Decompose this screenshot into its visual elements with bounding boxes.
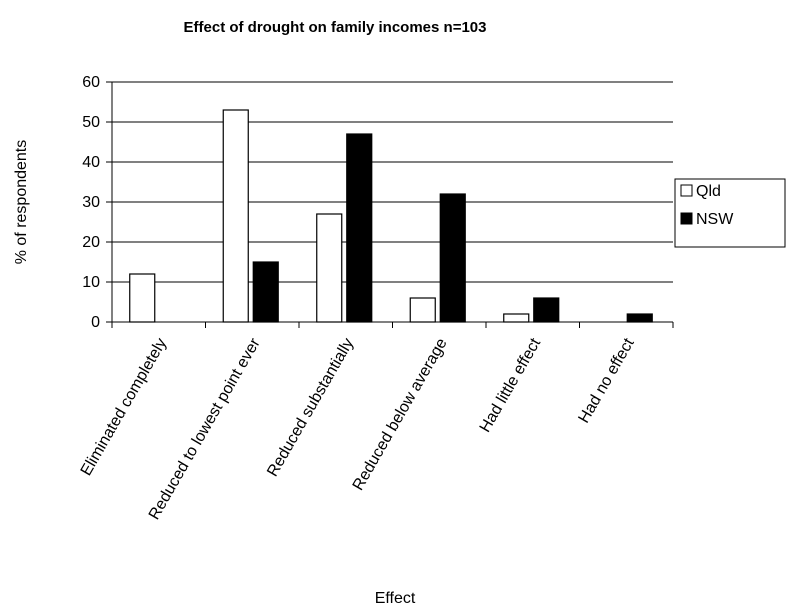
y-tick-label: 60 [82, 74, 100, 91]
y-tick-labels: 0 10 20 30 40 50 60 [82, 74, 100, 331]
bar-nsw-1 [252, 261, 279, 323]
y-tick-label: 0 [91, 314, 100, 331]
x-tick-label: Eliminated completely [78, 336, 171, 479]
legend-label-qld: Qld [696, 183, 721, 200]
x-tick-label: Reduced below average [350, 335, 451, 493]
legend-label-nsw: NSW [696, 211, 734, 228]
bar-nsw-5 [626, 313, 653, 323]
bar-qld-2 [316, 213, 343, 323]
bar-nsw-3 [439, 193, 466, 323]
x-tick-label: Reduced substantially [264, 336, 357, 480]
bar-nsw-2 [346, 133, 373, 323]
gridlines [112, 81, 673, 283]
y-axis-title: % of respondents [13, 140, 30, 265]
y-tick-label: 50 [82, 114, 100, 131]
axes [106, 81, 674, 328]
legend-swatch-qld [680, 184, 693, 197]
y-tick-label: 20 [82, 234, 100, 251]
bars [129, 109, 653, 323]
bar-qld-3 [409, 297, 436, 323]
x-tick-label: Reduced to lowest point ever [146, 335, 264, 523]
y-tick-label: 30 [82, 194, 100, 211]
y-tick-label: 10 [82, 274, 100, 291]
bar-nsw-4 [533, 297, 560, 323]
bar-qld-0 [129, 273, 156, 323]
legend-box [674, 178, 786, 248]
legend: Qld NSW [674, 178, 786, 248]
x-tick-label: Had little effect [477, 335, 545, 435]
y-tick-label: 40 [82, 154, 100, 171]
x-tick-label: Had no effect [576, 335, 638, 426]
x-axis-title: Effect [375, 590, 416, 607]
bar-qld-4 [503, 313, 530, 323]
chart-title: Effect of drought on family incomes n=10… [184, 19, 487, 36]
legend-swatch-nsw [680, 212, 693, 225]
bar-qld-1 [222, 109, 249, 323]
